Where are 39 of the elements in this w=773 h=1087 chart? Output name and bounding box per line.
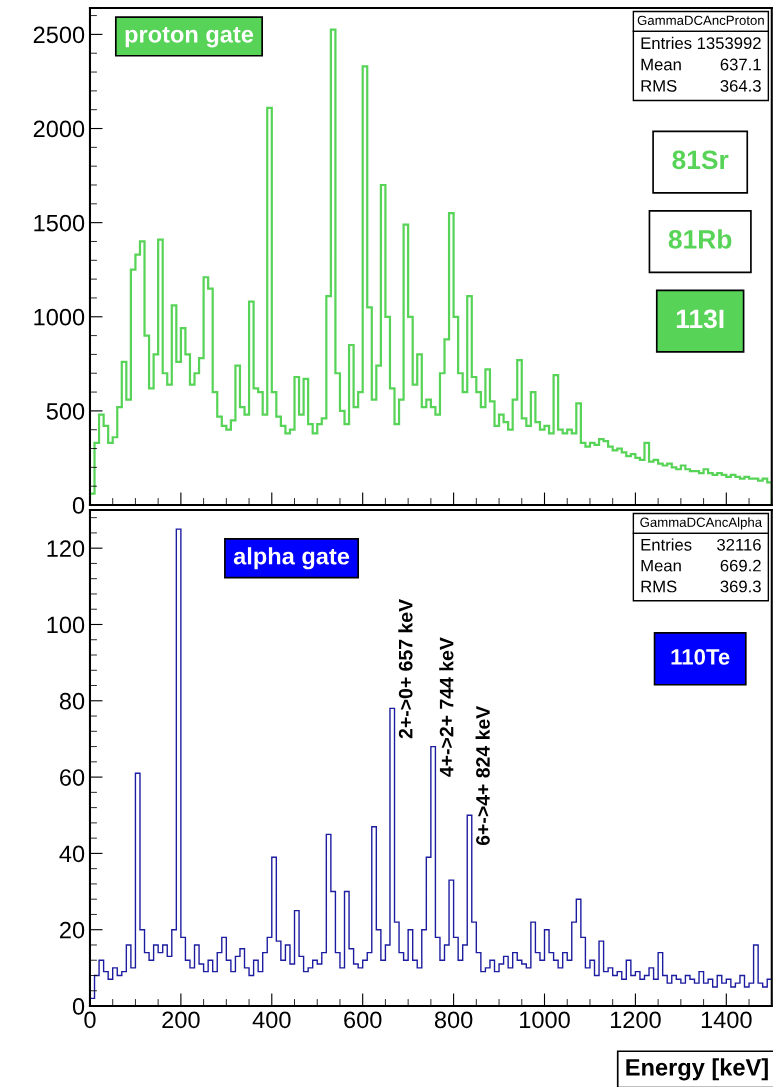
- text: Mean 669.2: [641, 559, 761, 572]
- text: RMS 364.3: [641, 79, 761, 92]
- y-tick-label: 2500: [33, 26, 85, 44]
- text: proton gate: [125, 27, 254, 48]
- y-tick-label: 60: [60, 769, 85, 786]
- y-tick-label: 20: [60, 921, 85, 939]
- x-tick-label: 600: [344, 1011, 382, 1029]
- y-tick-label: 120: [47, 540, 85, 557]
- x-tick-label: 1000: [520, 1011, 570, 1029]
- y-tick-label: 100: [47, 616, 85, 634]
- text: alpha gate: [233, 547, 350, 570]
- x-tick-label: 0: [84, 1011, 96, 1029]
- annotation: GammaDCAncProton: [637, 15, 764, 25]
- x-tick-label: 200: [162, 1011, 200, 1029]
- annotation: 81Rb: [668, 229, 732, 249]
- annotation: 81Sr: [672, 150, 729, 170]
- y-tick-label: 80: [59, 692, 85, 710]
- y-tick-label: 40: [59, 845, 85, 863]
- x-tick-label: 800: [434, 1011, 473, 1029]
- annotation: 110Te: [671, 649, 730, 665]
- annotation: GammaDCAncAlpha: [640, 517, 763, 530]
- annotation: Entries 1353992: [641, 36, 761, 50]
- text: Entries 32116: [641, 538, 761, 551]
- x-tick-label: 1200: [610, 1011, 661, 1029]
- annotation: 2+->0+ 657 keV: [398, 599, 413, 739]
- y-tick-label: 500: [46, 402, 85, 420]
- y-tick-label: 1000: [34, 308, 85, 326]
- x-tick-label: 400: [252, 1011, 291, 1029]
- y-tick-label: 2000: [33, 120, 85, 138]
- annotation: 4+->2+ 744 keV: [439, 637, 454, 777]
- x-axis-title: Energy [keV]: [626, 1058, 768, 1081]
- text: RMS 369.3: [641, 580, 761, 593]
- annotation: 6+->4+ 824 keV: [475, 705, 490, 846]
- y-tick-label: 0: [72, 998, 85, 1015]
- x-tick-label: 1400: [701, 1011, 752, 1029]
- text: Mean 637.1: [641, 58, 761, 71]
- annotation: 113I: [676, 309, 724, 329]
- y-tick-label: 0: [72, 497, 85, 514]
- y-tick-label: 1500: [34, 214, 85, 232]
